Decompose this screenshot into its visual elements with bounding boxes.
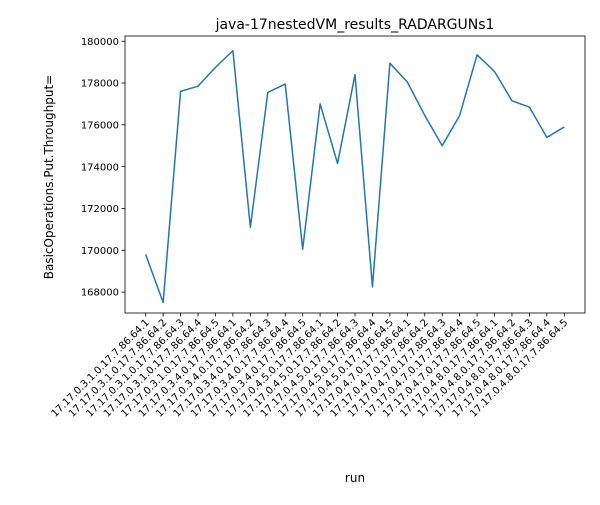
y-tick-label: 172000 xyxy=(81,204,119,215)
x-axis-ticks: 17.17.0.3.1.0.17.7.86.64.117.17.0.3.1.0.… xyxy=(50,313,570,420)
y-axis-ticks: 168000 170000 172000 174000 176000 178000 1800… xyxy=(81,37,125,299)
y-axis-label: BasicOperations.Put.Throughput= xyxy=(42,75,56,279)
series-layer xyxy=(144,49,565,304)
series-line xyxy=(144,49,565,304)
y-tick-label: 178000 xyxy=(81,79,119,90)
y-tick-label: 174000 xyxy=(81,162,119,173)
y-tick-label: 180000 xyxy=(81,37,119,48)
x-axis-label: run xyxy=(345,471,365,485)
chart-title: java-17nestedVM_results_RADARGUNs1 xyxy=(215,17,495,33)
y-tick-label: 168000 xyxy=(81,288,119,299)
y-tick-label: 170000 xyxy=(81,246,119,257)
y-tick-label: 176000 xyxy=(81,120,119,131)
